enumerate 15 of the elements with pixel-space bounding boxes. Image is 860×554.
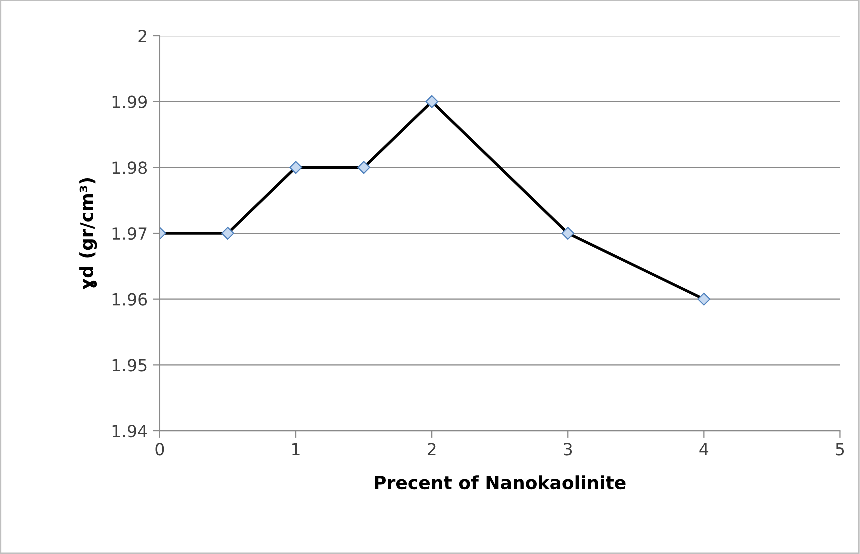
x-tick-label: 3 — [564, 443, 572, 456]
y-tick-label: 1.98 — [112, 162, 148, 174]
x-axis-title: Precent of Nanokaolinite — [375, 476, 626, 490]
y-tick-label: 2 — [138, 30, 146, 42]
x-tick-label: 0 — [156, 443, 164, 456]
x-tick-label: 2 — [428, 443, 436, 456]
x-tick-label: 1 — [292, 443, 300, 456]
y-tick-label: 1.94 — [112, 424, 148, 438]
y-tick-label: 1.95 — [112, 359, 147, 372]
y-tick-label: 1.97 — [112, 227, 147, 240]
y-tick-label: 1.96 — [112, 293, 148, 306]
x-tick-label: 4 — [700, 443, 709, 456]
y-tick-label: 1.99 — [112, 96, 147, 108]
x-tick-label: 5 — [836, 443, 844, 456]
y-axis-title: ɣd (gr/cm³) — [80, 178, 98, 290]
